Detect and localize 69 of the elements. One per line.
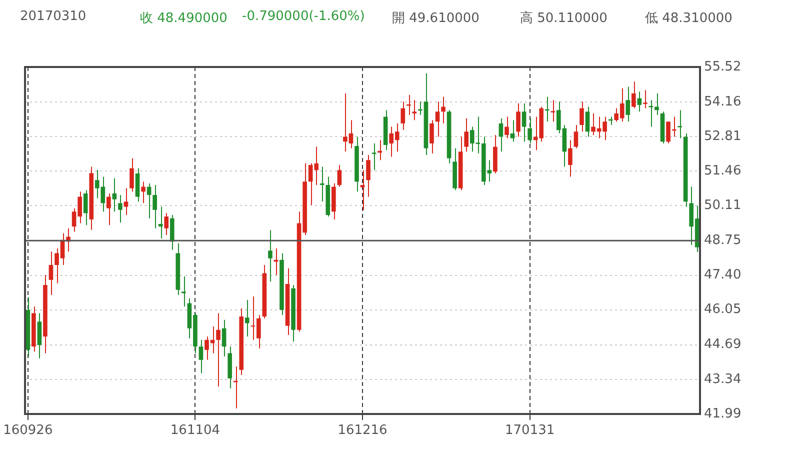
text: 收 48.490000	[140, 10, 228, 27]
y-tick-label: 50.11	[704, 198, 742, 214]
text: -0.790000(-1.60%)	[242, 9, 365, 24]
candlestick	[430, 120, 434, 154]
x-tick-label: 161216	[338, 423, 388, 438]
candlestick	[135, 168, 140, 202]
y-tick-label: 47.40	[704, 268, 742, 283]
candlestick	[158, 206, 163, 239]
candlestick	[48, 251, 54, 296]
candlestick	[366, 154, 370, 198]
candlestick	[516, 102, 520, 138]
y-tick-label: 52.81	[704, 128, 742, 144]
y-tick-label: 48.75	[704, 233, 742, 248]
candlestick	[360, 170, 365, 211]
y-tick-label: 43.34	[704, 372, 742, 387]
candlestick	[182, 276, 186, 308]
candlestick	[268, 230, 272, 282]
candlestick	[124, 188, 128, 216]
candlestick	[678, 110, 682, 139]
candlestick	[106, 192, 111, 226]
y-tick-label: 44.69	[704, 337, 742, 352]
candlestick	[550, 100, 556, 122]
candlestick	[244, 299, 250, 338]
candlestick	[198, 339, 204, 374]
candlestick	[435, 101, 440, 138]
candlestick	[170, 214, 174, 250]
chart-title: 20170310	[20, 9, 86, 24]
candlestick	[400, 101, 406, 130]
candlestick	[498, 118, 504, 152]
candlestick	[216, 312, 220, 388]
candlestick	[130, 158, 134, 192]
candlestick	[320, 166, 324, 202]
candlestick	[146, 182, 152, 219]
candlestick	[152, 184, 157, 229]
y-tick-label: 51.46	[704, 164, 742, 178]
candlestick	[568, 140, 572, 178]
candlestick	[631, 81, 636, 109]
candlestick	[112, 178, 117, 212]
y-tick-label: 46.05	[704, 302, 742, 318]
candlestick	[510, 120, 515, 142]
candlestick	[580, 101, 584, 132]
candlestick	[504, 116, 509, 139]
candlestick	[222, 319, 226, 358]
candlestick	[412, 100, 417, 121]
text: 高 50.110000	[520, 10, 608, 27]
text: 開 49.610000	[392, 10, 480, 27]
candlestick	[37, 312, 42, 359]
candlestick	[337, 164, 342, 188]
x-tick-label: 170131	[504, 423, 555, 438]
candlestick	[141, 181, 146, 204]
y-tick-label: 41.99	[704, 406, 742, 422]
x-tick-label: 161104	[170, 423, 220, 438]
y-tick-label: 54.16	[704, 94, 742, 110]
candlestick	[574, 124, 578, 149]
candlestick	[118, 194, 122, 224]
candlestick	[522, 102, 526, 142]
x-tick-label: 160926	[3, 423, 53, 438]
candlestick	[528, 118, 532, 144]
candlestick	[372, 142, 376, 171]
candlestick	[164, 212, 169, 236]
candlestick	[585, 106, 590, 138]
candlestick	[643, 90, 648, 109]
candlestick	[464, 118, 469, 152]
y-tick-label: 55.52	[704, 59, 742, 74]
candlestick	[626, 86, 630, 122]
candlestick	[637, 91, 642, 112]
text: 低 48.310000	[645, 10, 732, 27]
candlestick	[441, 96, 446, 124]
candlestick	[83, 190, 88, 226]
